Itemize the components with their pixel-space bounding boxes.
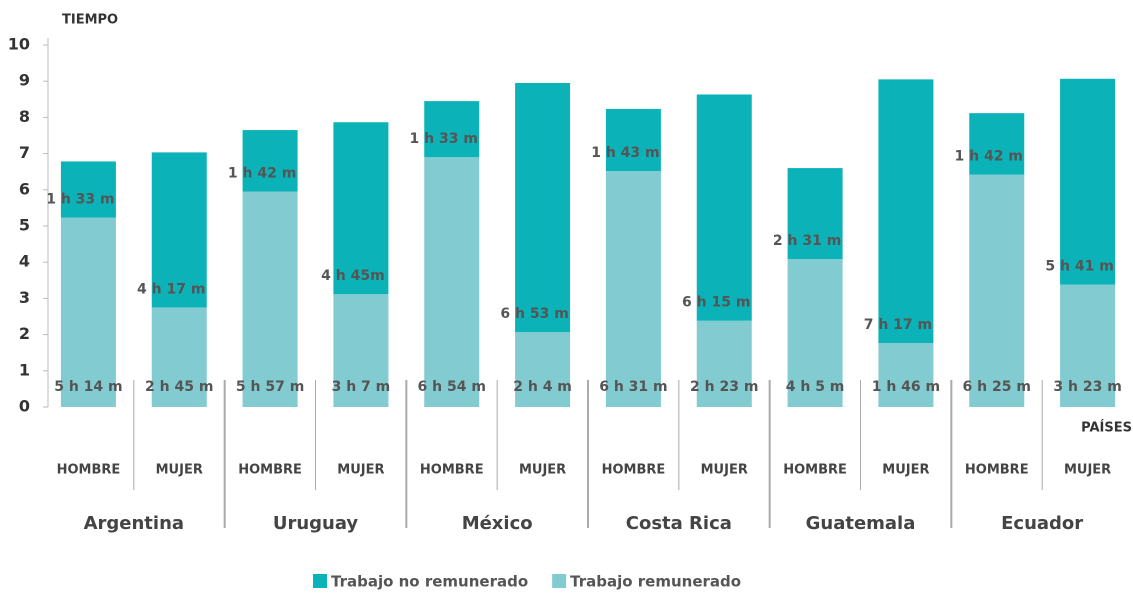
legend-label: Trabajo remunerado — [570, 573, 741, 591]
bar-segment — [242, 191, 298, 407]
value-label: 2 h 31 m — [773, 233, 841, 249]
y-tick-label: 10 — [8, 35, 30, 54]
x-tick-label: HOMBRE — [965, 463, 1029, 478]
x-axis-label: PAÍSES — [1081, 420, 1132, 436]
bar-segment — [1060, 284, 1116, 407]
bar-segment — [878, 79, 934, 344]
legend-swatch — [313, 574, 327, 588]
value-label: 5 h 57 m — [236, 379, 304, 395]
group-label: México — [462, 513, 533, 534]
y-tick-label: 1 — [19, 360, 30, 379]
group-label: Argentina — [84, 513, 184, 534]
value-label: 3 h 7 m — [332, 379, 391, 395]
bar-segment — [1060, 78, 1116, 285]
value-label: 4 h 17 m — [137, 281, 205, 297]
value-label: 5 h 41 m — [1045, 259, 1113, 275]
y-tick-label: 4 — [19, 252, 30, 271]
bar-segment — [969, 174, 1025, 407]
legend-swatch — [552, 574, 567, 588]
bar-segment — [151, 152, 207, 308]
bar-segment — [515, 83, 571, 333]
bar-segment — [787, 259, 843, 407]
value-label: 2 h 4 m — [513, 379, 572, 395]
value-label: 4 h 45m — [321, 268, 385, 284]
bar-segment — [605, 171, 661, 407]
bar-segment — [242, 130, 298, 192]
y-tick-label: 5 — [19, 216, 30, 235]
y-tick-label: 6 — [19, 179, 30, 198]
group-label: Guatemala — [806, 513, 916, 534]
x-tick-label: HOMBRE — [602, 463, 666, 478]
group-label: Costa Rica — [626, 513, 732, 534]
bar-segment — [60, 217, 116, 407]
x-tick-label: MUJER — [337, 463, 384, 478]
value-label: 1 h 33 m — [410, 131, 478, 147]
value-label: 1 h 33 m — [46, 192, 114, 208]
y-tick-label: 2 — [19, 324, 30, 343]
y-tick-label: 8 — [19, 107, 30, 126]
bar-segment — [696, 320, 752, 407]
x-tick-label: HOMBRE — [57, 463, 121, 478]
x-tick-label: MUJER — [1064, 463, 1111, 478]
legend-label: Trabajo no remunerado — [331, 573, 528, 591]
bar-segment — [424, 101, 480, 158]
value-label: 6 h 31 m — [599, 379, 667, 395]
value-label: 6 h 54 m — [418, 379, 486, 395]
bar-segment — [333, 294, 389, 407]
group-label: Ecuador — [1001, 513, 1083, 534]
value-label: 2 h 45 m — [145, 379, 213, 395]
x-tick-label: MUJER — [519, 463, 566, 478]
value-label: 1 h 43 m — [591, 145, 659, 161]
bar-segment — [515, 332, 571, 407]
y-tick-label: 7 — [19, 143, 30, 162]
bar-segment — [696, 94, 752, 321]
value-label: 6 h 15 m — [682, 295, 750, 311]
value-label: 2 h 23 m — [690, 379, 758, 395]
value-label: 4 h 5 m — [786, 379, 845, 395]
y-axis-label: TIEMPO — [62, 13, 118, 28]
value-label: 6 h 53 m — [500, 306, 568, 322]
x-tick-label: HOMBRE — [238, 463, 302, 478]
value-label: 3 h 23 m — [1053, 379, 1121, 395]
x-tick-label: MUJER — [701, 463, 748, 478]
bar-segment — [787, 168, 843, 260]
group-label: Uruguay — [273, 513, 359, 534]
x-tick-label: MUJER — [156, 463, 203, 478]
x-tick-label: HOMBRE — [783, 463, 847, 478]
bar-segment — [151, 307, 207, 407]
x-tick-label: MUJER — [882, 463, 929, 478]
value-label: 1 h 42 m — [228, 166, 296, 182]
value-label: 5 h 14 m — [54, 379, 122, 395]
x-tick-label: HOMBRE — [420, 463, 484, 478]
bar-segment — [878, 343, 934, 407]
value-label: 6 h 25 m — [963, 379, 1031, 395]
bar-segment — [424, 157, 480, 407]
value-label: 1 h 46 m — [872, 379, 940, 395]
y-tick-label: 3 — [19, 288, 30, 307]
value-label: 1 h 42 m — [955, 149, 1023, 165]
y-tick-label: 9 — [19, 71, 30, 90]
bar-segment — [969, 113, 1025, 175]
bar-segment — [333, 122, 389, 295]
bar-segment — [60, 161, 116, 218]
value-label: 7 h 17 m — [864, 317, 932, 333]
y-tick-label: 0 — [19, 397, 30, 416]
bar-segment — [605, 108, 661, 172]
